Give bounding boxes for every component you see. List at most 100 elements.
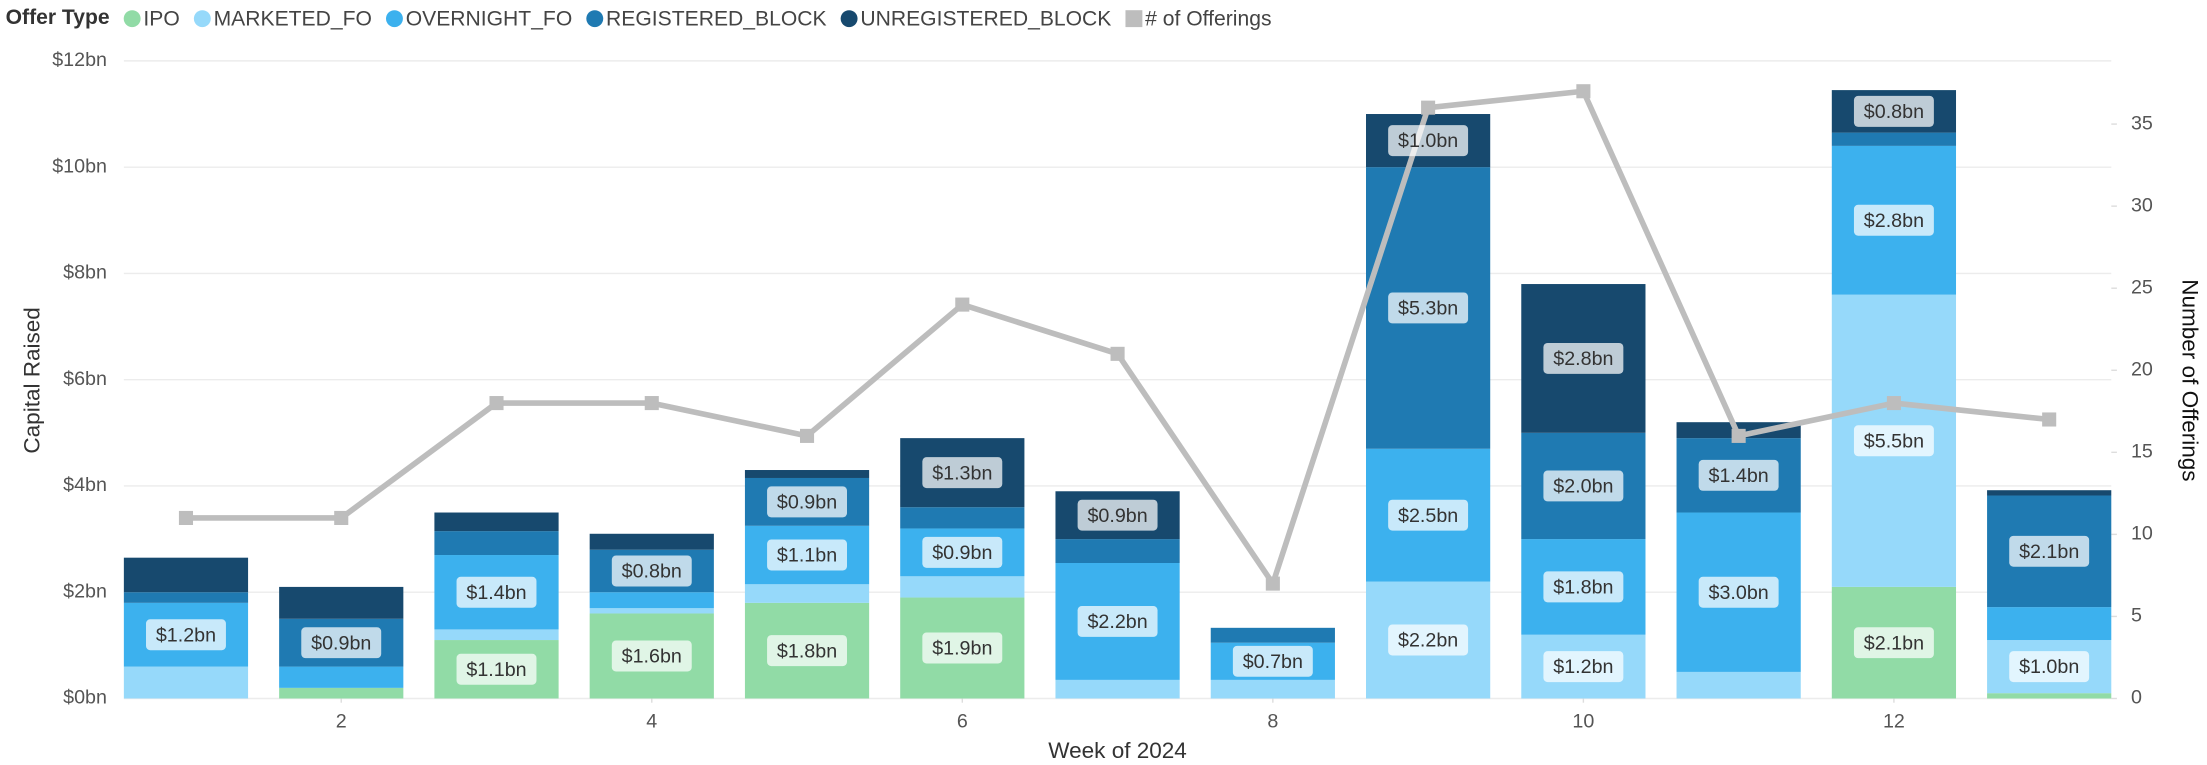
y-tick-label: $4bn — [63, 474, 107, 496]
value-label: $1.3bn — [922, 457, 1003, 489]
legend-swatch — [586, 10, 604, 28]
value-label-box — [1853, 204, 1934, 236]
y2-tick-label: 15 — [2131, 441, 2153, 463]
bar-segment — [434, 629, 559, 641]
value-label-box — [1853, 95, 1934, 127]
value-label: $1.4bn — [1698, 459, 1779, 491]
bar-segment — [900, 576, 1025, 598]
value-label-text: $2.8bn — [1553, 348, 1613, 370]
value-label: $1.2bn — [146, 619, 226, 651]
legend-swatch — [123, 10, 141, 28]
value-label: $1.8bn — [767, 635, 848, 667]
value-label: $0.9bn — [767, 486, 848, 518]
value-label-box — [1388, 125, 1469, 157]
value-label-box — [1853, 627, 1934, 659]
value-label-box — [1077, 499, 1158, 531]
bar-segment — [1055, 679, 1180, 699]
value-label-box — [611, 555, 692, 587]
bar-segment — [1055, 539, 1180, 563]
value-label: $0.9bn — [301, 627, 382, 659]
value-label-box — [1853, 425, 1934, 457]
value-label-box — [767, 539, 848, 571]
legend-label: UNREGISTERED_BLOCK — [860, 8, 1111, 31]
value-label: $2.2bn — [1077, 605, 1158, 637]
value-label-text: $2.1bn — [1864, 632, 1924, 654]
offerings-marker — [2042, 412, 2057, 427]
value-label-box — [1543, 342, 1624, 374]
x-tick-label: 8 — [1267, 711, 1278, 733]
value-label-text: $0.9bn — [777, 492, 837, 514]
value-label-text: $0.9bn — [311, 632, 371, 654]
value-label-box — [922, 457, 1003, 489]
value-label-text: $1.1bn — [777, 545, 837, 567]
value-label-box — [767, 635, 848, 667]
value-label: $1.0bn — [1388, 125, 1469, 157]
value-label-box — [1543, 470, 1624, 502]
value-label-box — [1388, 292, 1469, 324]
value-label: $5.5bn — [1853, 425, 1934, 457]
value-label: $0.7bn — [1232, 645, 1313, 677]
value-label-text: $0.7bn — [1243, 651, 1303, 673]
legend-swatch — [193, 10, 211, 28]
value-label-text: $1.6bn — [622, 646, 682, 668]
bar-segment — [589, 608, 714, 614]
legend-swatch — [1125, 10, 1143, 28]
offerings-marker — [1421, 100, 1436, 115]
value-label: $1.1bn — [456, 653, 537, 685]
value-label-box — [1698, 459, 1779, 491]
bar-segment — [123, 666, 249, 699]
value-label: $3.0bn — [1698, 576, 1779, 608]
bar-segment — [279, 687, 404, 699]
legend-title: Offer Type — [6, 6, 110, 29]
y-tick-label: $8bn — [63, 262, 107, 284]
value-label-text: $1.9bn — [932, 638, 992, 660]
y2-tick-label: 30 — [2131, 194, 2153, 216]
x-tick-label: 6 — [957, 711, 968, 733]
bar-segment — [1987, 490, 2112, 496]
value-label-box — [146, 619, 226, 651]
y-axis-title: Capital Raised — [20, 307, 45, 453]
value-label: $0.9bn — [1077, 499, 1158, 531]
value-label-box — [456, 653, 537, 685]
value-label-box — [1077, 605, 1158, 637]
y-tick-label: $12bn — [52, 49, 107, 71]
bar-segment — [434, 512, 559, 532]
value-label-text: $1.8bn — [1553, 577, 1613, 599]
value-label-text: $1.4bn — [466, 582, 526, 604]
bar-segment — [589, 592, 714, 609]
y2-tick-label: 10 — [2131, 523, 2153, 545]
legend-label: MARKETED_FO — [214, 8, 372, 31]
bar-segment — [123, 557, 249, 593]
y2-axis-title: Number of Offerings — [2178, 279, 2203, 481]
x-tick-label: 4 — [646, 711, 657, 733]
value-label: $2.0bn — [1543, 470, 1624, 502]
value-label: $0.9bn — [922, 536, 1003, 568]
x-tick-label: 12 — [1883, 711, 1905, 733]
legend-label: IPO — [143, 8, 179, 31]
value-label-box — [1698, 576, 1779, 608]
bar-segment — [744, 584, 870, 603]
value-label-box — [1543, 571, 1624, 603]
offerings-marker — [334, 510, 349, 525]
bar-segment — [589, 533, 714, 550]
offerings-marker — [800, 428, 815, 443]
offerings-marker — [644, 396, 659, 411]
bar-segment — [1210, 627, 1335, 643]
bar-segment — [279, 666, 404, 688]
value-label-text: $1.2bn — [1553, 656, 1613, 678]
legend-swatch — [840, 10, 858, 28]
value-label: $2.2bn — [1388, 624, 1469, 656]
y-tick-label: $0bn — [63, 687, 107, 709]
value-label: $1.6bn — [611, 640, 692, 672]
value-label-text: $1.2bn — [156, 624, 216, 646]
value-label: $2.1bn — [1853, 627, 1934, 659]
bar-segment — [1210, 679, 1335, 699]
value-label-text: $0.9bn — [932, 542, 992, 564]
value-label-text: $2.2bn — [1087, 611, 1147, 633]
value-label: $1.4bn — [456, 576, 537, 608]
value-label-text: $1.3bn — [932, 462, 992, 484]
value-label: $2.8bn — [1543, 342, 1624, 374]
value-label: $1.0bn — [2009, 651, 2090, 683]
offerings-marker — [1576, 84, 1591, 99]
value-label-text: $1.0bn — [2019, 656, 2079, 678]
